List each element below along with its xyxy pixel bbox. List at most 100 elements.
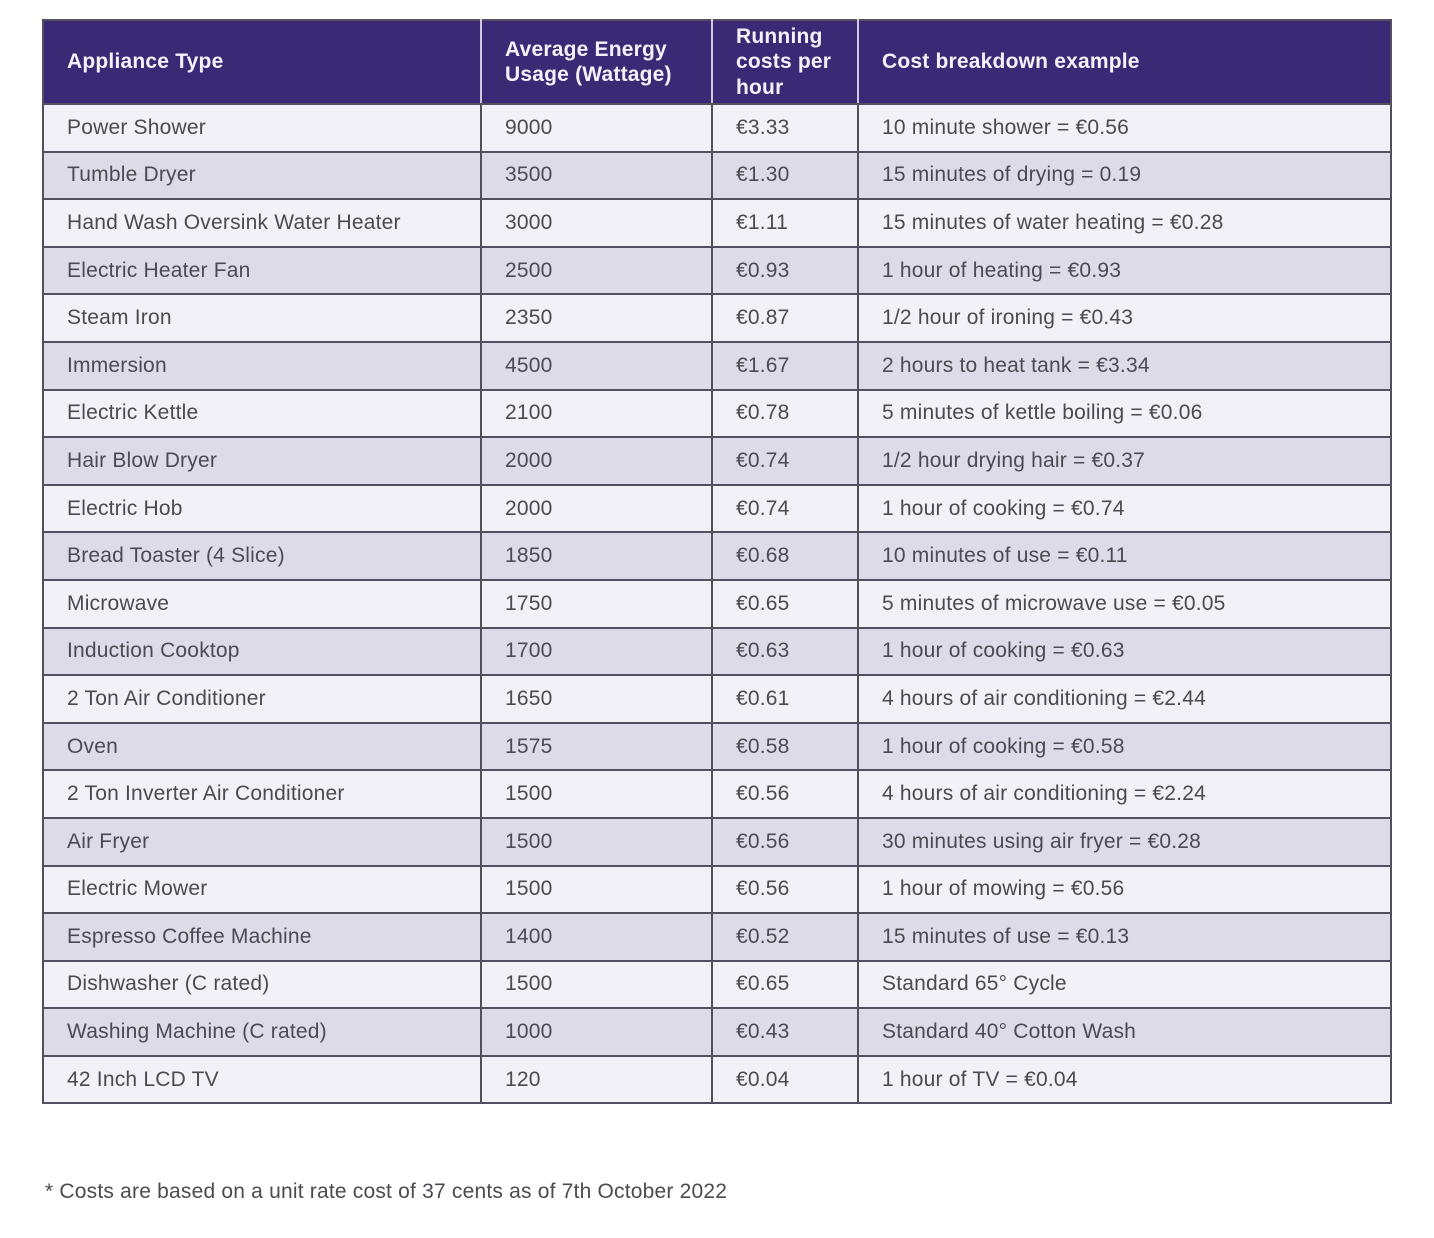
wattage-cell: 1750 xyxy=(480,578,713,629)
table-row: 2 Ton Inverter Air Conditioner 1500 €0.5… xyxy=(42,769,1392,819)
appliance-type-cell: Electric Mower xyxy=(42,864,482,915)
appliance-type-cell: 42 Inch LCD TV xyxy=(42,1054,482,1105)
wattage-cell: 120 xyxy=(480,1054,713,1105)
appliance-type-cell: Electric Hob xyxy=(42,483,482,534)
running-cost-cell: €3.33 xyxy=(711,103,859,153)
running-cost-cell: €0.63 xyxy=(711,626,859,677)
table-row: Oven 1575 €0.58 1 hour of cooking = €0.5… xyxy=(42,721,1392,772)
appliance-type-cell: Espresso Coffee Machine xyxy=(42,912,482,962)
running-cost-cell: €0.93 xyxy=(711,245,859,296)
table-row: Electric Heater Fan 2500 €0.93 1 hour of… xyxy=(42,245,1392,296)
cost-example-cell: 15 minutes of drying = 0.19 xyxy=(857,150,1392,201)
wattage-cell: 3000 xyxy=(480,198,713,248)
table-row: Washing Machine (C rated) 1000 €0.43 Sta… xyxy=(42,1007,1392,1057)
wattage-cell: 2000 xyxy=(480,483,713,534)
cost-example-cell: 10 minute shower = €0.56 xyxy=(857,103,1392,153)
appliance-type-cell: Dishwasher (C rated) xyxy=(42,959,482,1010)
table-row: Steam Iron 2350 €0.87 1/2 hour of ironin… xyxy=(42,293,1392,343)
running-cost-cell: €0.87 xyxy=(711,293,859,343)
running-cost-cell: €0.56 xyxy=(711,816,859,867)
running-cost-cell: €1.30 xyxy=(711,150,859,201)
cost-example-cell: 4 hours of air conditioning = €2.24 xyxy=(857,769,1392,819)
appliance-type-cell: Induction Cooktop xyxy=(42,626,482,677)
wattage-cell: 2350 xyxy=(480,293,713,343)
table-row: Hair Blow Dryer 2000 €0.74 1/2 hour dryi… xyxy=(42,436,1392,486)
table-row: Air Fryer 1500 €0.56 30 minutes using ai… xyxy=(42,816,1392,867)
cost-example-cell: 1/2 hour of ironing = €0.43 xyxy=(857,293,1392,343)
cost-example-cell: 1 hour of cooking = €0.63 xyxy=(857,626,1392,677)
running-cost-cell: €0.52 xyxy=(711,912,859,962)
table-row: Tumble Dryer 3500 €1.30 15 minutes of dr… xyxy=(42,150,1392,201)
running-cost-cell: €0.74 xyxy=(711,483,859,534)
appliance-type-cell: Steam Iron xyxy=(42,293,482,343)
table-row: Induction Cooktop 1700 €0.63 1 hour of c… xyxy=(42,626,1392,677)
wattage-cell: 9000 xyxy=(480,103,713,153)
wattage-cell: 1650 xyxy=(480,674,713,724)
appliance-type-cell: Immersion xyxy=(42,340,482,391)
running-cost-cell: €0.04 xyxy=(711,1054,859,1105)
table-row: Dishwasher (C rated) 1500 €0.65 Standard… xyxy=(42,959,1392,1010)
footnote: * Costs are based on a unit rate cost of… xyxy=(45,1180,728,1203)
wattage-cell: 1700 xyxy=(480,626,713,677)
appliance-cost-table: Appliance Type Average Energy Usage (Wat… xyxy=(42,19,1392,1105)
running-cost-cell: €0.65 xyxy=(711,578,859,629)
cost-example-cell: Standard 40° Cotton Wash xyxy=(857,1007,1392,1057)
appliance-type-cell: 2 Ton Air Conditioner xyxy=(42,674,482,724)
appliance-type-cell: Power Shower xyxy=(42,103,482,153)
wattage-cell: 1850 xyxy=(480,531,713,581)
wattage-cell: 2100 xyxy=(480,388,713,439)
appliance-type-cell: Hair Blow Dryer xyxy=(42,436,482,486)
appliance-type-cell: Electric Heater Fan xyxy=(42,245,482,296)
wattage-cell: 1400 xyxy=(480,912,713,962)
table-row: Electric Hob 2000 €0.74 1 hour of cookin… xyxy=(42,483,1392,534)
wattage-cell: 1575 xyxy=(480,721,713,772)
running-cost-cell: €0.68 xyxy=(711,531,859,581)
table-row: Microwave 1750 €0.65 5 minutes of microw… xyxy=(42,578,1392,629)
cost-example-cell: 10 minutes of use = €0.11 xyxy=(857,531,1392,581)
table-row: 42 Inch LCD TV 120 €0.04 1 hour of TV = … xyxy=(42,1054,1392,1105)
appliance-cost-table-container: Appliance Type Average Energy Usage (Wat… xyxy=(42,19,1392,1105)
cost-example-cell: 4 hours of air conditioning = €2.44 xyxy=(857,674,1392,724)
cost-example-cell: 15 minutes of use = €0.13 xyxy=(857,912,1392,962)
running-cost-cell: €0.74 xyxy=(711,436,859,486)
table-row: Electric Kettle 2100 €0.78 5 minutes of … xyxy=(42,388,1392,439)
running-cost-cell: €0.61 xyxy=(711,674,859,724)
running-cost-cell: €0.56 xyxy=(711,769,859,819)
cost-example-cell: 1 hour of TV = €0.04 xyxy=(857,1054,1392,1105)
wattage-cell: 2500 xyxy=(480,245,713,296)
running-cost-cell: €1.11 xyxy=(711,198,859,248)
appliance-type-cell: 2 Ton Inverter Air Conditioner xyxy=(42,769,482,819)
cost-example-cell: 2 hours to heat tank = €3.34 xyxy=(857,340,1392,391)
wattage-cell: 1000 xyxy=(480,1007,713,1057)
wattage-cell: 1500 xyxy=(480,816,713,867)
cost-example-cell: 1 hour of cooking = €0.58 xyxy=(857,721,1392,772)
table-header-row: Appliance Type Average Energy Usage (Wat… xyxy=(43,20,1391,105)
column-header-appliance-type: Appliance Type xyxy=(43,20,481,105)
appliance-type-cell: Air Fryer xyxy=(42,816,482,867)
table-row: Hand Wash Oversink Water Heater 3000 €1.… xyxy=(42,198,1392,248)
appliance-type-cell: Electric Kettle xyxy=(42,388,482,439)
running-cost-cell: €0.56 xyxy=(711,864,859,915)
appliance-type-cell: Oven xyxy=(42,721,482,772)
cost-example-cell: 30 minutes using air fryer = €0.28 xyxy=(857,816,1392,867)
wattage-cell: 4500 xyxy=(480,340,713,391)
appliance-type-cell: Tumble Dryer xyxy=(42,150,482,201)
column-header-running-costs: Running costs per hour xyxy=(711,20,858,105)
appliance-type-cell: Hand Wash Oversink Water Heater xyxy=(42,198,482,248)
running-cost-cell: €0.78 xyxy=(711,388,859,439)
cost-example-cell: 1 hour of mowing = €0.56 xyxy=(857,864,1392,915)
cost-example-cell: 1 hour of heating = €0.93 xyxy=(857,245,1392,296)
column-header-average-energy-usage: Average Energy Usage (Wattage) xyxy=(480,20,712,105)
cost-example-cell: Standard 65° Cycle xyxy=(857,959,1392,1010)
running-cost-cell: €1.67 xyxy=(711,340,859,391)
wattage-cell: 1500 xyxy=(480,864,713,915)
wattage-cell: 1500 xyxy=(480,959,713,1010)
wattage-cell: 3500 xyxy=(480,150,713,201)
table-row: Electric Mower 1500 €0.56 1 hour of mowi… xyxy=(42,864,1392,915)
wattage-cell: 2000 xyxy=(480,436,713,486)
running-cost-cell: €0.43 xyxy=(711,1007,859,1057)
table-row: Espresso Coffee Machine 1400 €0.52 15 mi… xyxy=(42,912,1392,962)
wattage-cell: 1500 xyxy=(480,769,713,819)
table-row: Power Shower 9000 €3.33 10 minute shower… xyxy=(42,103,1392,153)
cost-example-cell: 15 minutes of water heating = €0.28 xyxy=(857,198,1392,248)
